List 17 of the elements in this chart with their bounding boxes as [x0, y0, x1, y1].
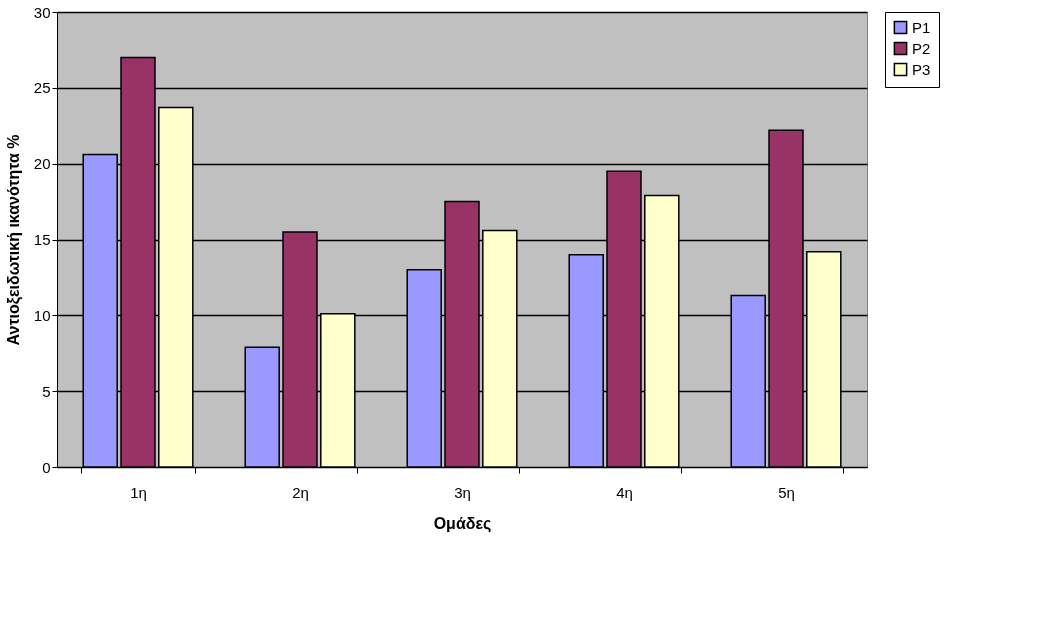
x-tick-label: 4η [616, 483, 633, 501]
y-tick-label: 10 [33, 306, 51, 324]
legend-label: P3 [912, 60, 931, 78]
y-tick-label: 30 [33, 3, 51, 21]
legend-label: P1 [912, 18, 931, 36]
x-tick-label: 5η [778, 483, 795, 501]
y-tick-label: 0 [42, 458, 51, 476]
y-tick-label: 20 [33, 155, 51, 173]
x-tick-label: 2η [292, 483, 309, 501]
x-axis-title: Ομάδες [433, 514, 492, 533]
y-tick-label: 25 [33, 79, 51, 97]
x-tick-label: 1η [130, 483, 147, 501]
x-tick-label: 3η [454, 483, 471, 501]
y-axis-title: Αντιοξειδωτική ικανότητα % [4, 134, 23, 346]
y-tick-label: 5 [42, 382, 51, 400]
legend-label: P2 [912, 39, 931, 57]
y-tick-label: 15 [33, 231, 51, 248]
